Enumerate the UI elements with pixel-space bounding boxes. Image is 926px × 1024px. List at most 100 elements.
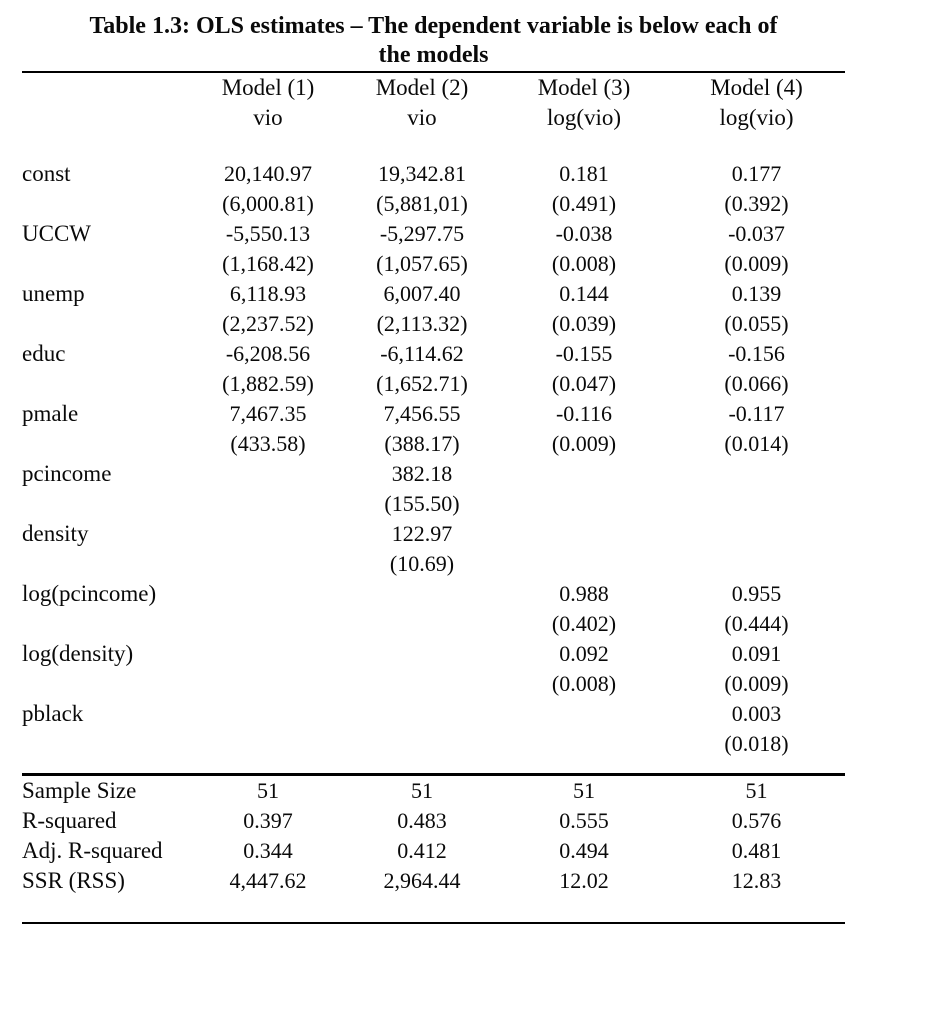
column-header-model: Model (4) — [710, 75, 803, 100]
row-label: const — [22, 161, 71, 186]
summary-value: 12.83 — [731, 868, 782, 893]
coef-value: 122.97 — [391, 521, 453, 546]
coefficient-cell — [192, 459, 344, 519]
se-value — [668, 549, 845, 579]
coef-value: 20,140.97 — [224, 161, 312, 186]
coef-value: -5,297.75 — [379, 221, 465, 246]
coef-value — [500, 519, 668, 549]
se-value — [668, 489, 845, 519]
summary-row: SSR (RSS) 4,447.62 2,964.44 12.02 12.83 — [22, 866, 845, 923]
se-value: (0.066) — [724, 371, 789, 396]
coefficient-cell — [344, 699, 500, 775]
se-value: (0.018) — [724, 731, 789, 756]
se-value: (0.047) — [551, 371, 617, 396]
table-title-line1: Table 1.3: OLS estimates – The dependent… — [89, 13, 778, 39]
coef-value: -0.038 — [555, 221, 613, 246]
se-value: (1,168.42) — [222, 251, 314, 276]
coefficient-cell: -5,550.13 (1,168.42) — [192, 219, 344, 279]
ols-results-table: Model (1) Model (2) Model (3) Model (4) vio… — [22, 71, 845, 924]
coefficient-row: unemp 6,118.93 (2,237.52) 6,007.40 (2,113.32… — [22, 279, 845, 339]
coefficient-cell: 20,140.97 (6,000.81) — [192, 159, 344, 219]
coefficient-cell: 6,007.40 (2,113.32) — [344, 279, 500, 339]
coef-value: 0.181 — [559, 161, 609, 186]
coef-value: 0.955 — [731, 581, 782, 606]
coef-value: 0.003 — [731, 701, 782, 726]
summary-row: R-squared 0.397 0.483 0.555 0.576 — [22, 806, 845, 836]
document-page: Table 1.3: OLS estimates – The dependent… — [22, 13, 845, 924]
coefficient-cell — [344, 579, 500, 639]
coefficient-cell — [500, 519, 668, 579]
se-value: (0.039) — [551, 311, 617, 336]
summary-label: Adj. R-squared — [22, 838, 163, 863]
coef-value: 0.988 — [559, 581, 609, 606]
coefficient-cell — [500, 699, 668, 775]
coef-value — [192, 639, 344, 669]
se-value: (0.014) — [724, 431, 789, 456]
row-label: density — [22, 521, 89, 546]
coef-value — [344, 699, 500, 729]
summary-value: 12.02 — [559, 868, 609, 893]
coef-value: -6,114.62 — [380, 341, 464, 366]
row-label: unemp — [22, 281, 85, 306]
coefficient-row: density 122.97 (10.69) — [22, 519, 845, 579]
coefficient-cell: 6,118.93 (2,237.52) — [192, 279, 344, 339]
se-value: (0.055) — [724, 311, 789, 336]
summary-row: Sample Size 51 51 51 51 — [22, 773, 845, 806]
coefficient-row: pblack 0.003 (0.018) — [22, 699, 845, 775]
coef-value: -0.155 — [555, 341, 613, 366]
coefficient-cell: 0.955 (0.444) — [668, 579, 845, 639]
coefficient-cell: 0.139 (0.055) — [668, 279, 845, 339]
coefficient-cell — [192, 639, 344, 699]
coef-value: 0.139 — [731, 281, 782, 306]
coefficient-cell: 0.092 (0.008) — [500, 639, 668, 699]
coef-value — [500, 459, 668, 489]
summary-value: 4,447.62 — [229, 868, 307, 893]
se-value: (5,881,01) — [376, 191, 468, 216]
coefficient-cell: -0.037 (0.009) — [668, 219, 845, 279]
coef-value: -6,208.56 — [225, 341, 311, 366]
coefficient-cell — [192, 699, 344, 775]
coefficient-row: const 20,140.97 (6,000.81) 19,342.81 (5,881,… — [22, 159, 845, 219]
row-label: pcincome — [22, 461, 112, 486]
coefficient-row: log(density) 0.092 (0.008) 0.091 (0.009) — [22, 639, 845, 699]
se-value — [192, 489, 344, 519]
dependent-variable-row: vio vio log(vio) log(vio) — [22, 103, 845, 159]
se-value — [192, 549, 344, 579]
summary-label: Sample Size — [22, 773, 192, 806]
table-header: Model (1) Model (2) Model (3) Model (4) vio… — [22, 72, 845, 159]
column-header-depvar: log(vio) — [546, 105, 622, 130]
summary-value: 51 — [192, 773, 344, 806]
summary-value: 0.397 — [243, 808, 293, 833]
column-header-model: Model (1) — [221, 75, 315, 100]
coefficient-cell: 19,342.81 (5,881,01) — [344, 159, 500, 219]
se-value: (0.491) — [551, 191, 617, 216]
coef-value — [668, 519, 845, 549]
row-label: log(density) — [22, 641, 134, 666]
summary-row: Adj. R-squared 0.344 0.412 0.494 0.481 — [22, 836, 845, 866]
se-value: (0.009) — [724, 671, 789, 696]
coef-value: 19,342.81 — [378, 161, 466, 186]
summary-value: 0.344 — [243, 838, 293, 863]
coefficient-cell: -6,114.62 (1,652.71) — [344, 339, 500, 399]
header-corner-cell — [22, 103, 192, 159]
coef-value — [192, 519, 344, 549]
coefficient-cell: -0.038 (0.008) — [500, 219, 668, 279]
coefficient-cell: 0.003 (0.018) — [668, 699, 845, 775]
coefficient-cell: 0.091 (0.009) — [668, 639, 845, 699]
summary-body: Sample Size 51 51 51 51 R-squared 0.397 0.483 0.… — [22, 773, 845, 924]
coef-value — [192, 579, 344, 609]
coefficient-cell — [668, 459, 845, 519]
se-value: (10.69) — [389, 551, 455, 576]
summary-value: 0.412 — [397, 838, 447, 863]
coef-value — [344, 639, 500, 669]
coef-value: 6,118.93 — [229, 281, 307, 306]
se-value: (155.50) — [384, 491, 460, 516]
se-value: (2,113.32) — [376, 311, 468, 336]
summary-value: 0.483 — [397, 808, 447, 833]
coefficient-row: educ -6,208.56 (1,882.59) -6,114.62 (1,652.7… — [22, 339, 845, 399]
coefficient-cell: 122.97 (10.69) — [344, 519, 500, 579]
se-value: (2,237.52) — [222, 311, 314, 336]
se-value: (1,057.65) — [376, 251, 468, 276]
se-value — [500, 489, 668, 519]
se-value — [500, 729, 668, 759]
